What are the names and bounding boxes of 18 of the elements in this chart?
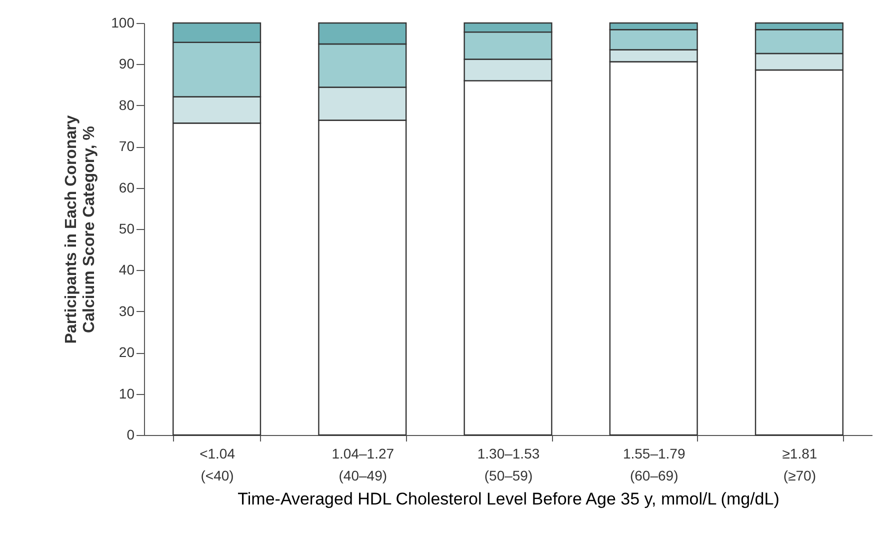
y-tick-label: 80 — [118, 96, 135, 113]
y-tick-label: 60 — [118, 179, 135, 196]
x-axis-title: Time-Averaged HDL Cholesterol Level Before Age 35 y, mmol/L (mg/dL) — [238, 490, 780, 508]
x-tick-label: ≥1.81 (≥70) — [782, 446, 818, 484]
x-tick-label: 1.04–1.27 (40–49) — [332, 446, 394, 484]
y-tick-label: 100 — [111, 14, 135, 30]
y-tick-label: 50 — [118, 220, 135, 236]
y-axis-title: Participants in Each Coronary Calcium Score Category, % — [63, 115, 98, 344]
y-tick-label: 30 — [118, 302, 135, 319]
x-tick-label: <1.04 (<40) — [200, 446, 236, 484]
x-tick-label: 1.55–1.79 (60–69) — [622, 446, 686, 484]
y-tick-label: 70 — [118, 138, 135, 154]
y-tick-label: 0 — [126, 426, 135, 442]
x-tick-label: 1.30–1.53 (50–59) — [477, 446, 540, 484]
y-tick-label: 10 — [118, 385, 135, 402]
y-tick-label: 90 — [118, 56, 135, 72]
y-tick-label: 40 — [118, 262, 135, 278]
y-tick-label: 20 — [118, 344, 135, 360]
